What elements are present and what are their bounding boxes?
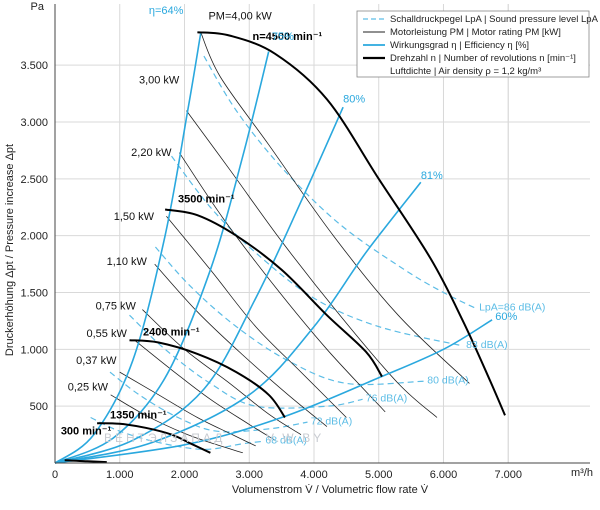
y-tick-label: 1.000	[20, 344, 48, 356]
speed-label: 1350 min⁻¹	[110, 410, 167, 422]
sound-level-line	[154, 246, 425, 386]
legend-box	[356, 10, 590, 78]
motor-rating-line	[178, 152, 386, 413]
legend-entry: Luftdichte | Air density ρ = 1,2 kg/m³	[390, 66, 541, 77]
efficiency-line	[54, 319, 493, 464]
efficiency-line	[54, 181, 422, 464]
sound-level-line	[129, 314, 363, 409]
speed-curve	[164, 208, 383, 378]
watermark-text-2: V.W.BY	[266, 431, 324, 445]
x-tick-label: 2.000	[171, 469, 199, 481]
sound-level-label: 72 dB(A)	[311, 415, 352, 427]
efficiency-label: 80%	[343, 94, 365, 106]
motor-rating-label: 1,10 kW	[107, 256, 148, 268]
motor-rating-label: 0,25 kW	[68, 381, 109, 393]
sound-level-line	[203, 55, 477, 309]
motor-rating-label: 0,75 kW	[96, 301, 137, 313]
efficiency-label: 75%	[272, 31, 294, 43]
x-unit: m³/h	[571, 467, 593, 479]
efficiency-label: η=64%	[149, 5, 184, 17]
x-tick-label: 1.000	[106, 469, 134, 481]
motor-rating-line	[110, 394, 243, 454]
motor-rating-label: PM=4,00 kW	[208, 11, 272, 23]
y-tick-label: 1.500	[20, 288, 48, 300]
motor-rating-line	[200, 32, 470, 384]
sound-level-label: LpA=86 dB(A)	[479, 302, 545, 314]
x-tick-label: 4.000	[300, 469, 328, 481]
motor-rating-label: 0,55 kW	[87, 328, 128, 340]
curves	[54, 31, 506, 464]
legend-entry: Schalldruckpegel LpA | Sound pressure le…	[390, 14, 600, 25]
speed-curve	[129, 339, 286, 419]
x-tick-label: 5.000	[365, 469, 393, 481]
y-axis-label: Druckerhöhung Δpt / Pressure increase Δp…	[4, 144, 16, 356]
motor-rating-label: 3,00 kW	[139, 74, 180, 86]
x-tick-label: 7.000	[494, 469, 522, 481]
speed-label: 2400 min⁻¹	[143, 327, 200, 339]
efficiency-label: 60%	[495, 311, 517, 323]
motor-rating-label: 2,20 kW	[131, 147, 172, 159]
sound-level-line	[90, 416, 263, 451]
speed-label: 3500 min⁻¹	[178, 194, 235, 206]
x-tick-label: 6.000	[430, 469, 458, 481]
x-axis-label: Volumenstrom V̇ / Volumetric flow rate V…	[232, 483, 429, 496]
speed-label: n=4500 min⁻¹	[252, 31, 322, 43]
motor-rating-line	[142, 309, 302, 435]
x-tick-label: 0	[52, 469, 58, 481]
sound-level-label: 76 dB(A)	[366, 393, 407, 405]
sound-level-label: 68 dB(A)	[265, 435, 306, 447]
legend-entry: Drehzahl n | Number of revolutions n [mi…	[390, 53, 576, 64]
motor-rating-line	[154, 263, 328, 427]
axes: 0 1.000 2.000 3.000 4.000 5.000 6.000 7.000 500 1…	[20, 4, 590, 481]
efficiency-label: 81%	[421, 170, 443, 182]
motor-rating-line	[134, 339, 276, 441]
y-tick-label: 2.500	[20, 174, 48, 186]
y-tick-label: 3.000	[20, 117, 48, 129]
speed-curve	[64, 459, 107, 464]
y-tick-label: 2.000	[20, 231, 48, 243]
speed-curve	[197, 31, 506, 416]
sound-level-label: 80 dB(A)	[427, 374, 468, 386]
y-tick-label: 3.500	[20, 60, 48, 72]
curve-labels: n=4500 min⁻¹ 3500 min⁻¹ 2400 min⁻¹ 1350 min…	[61, 5, 546, 447]
motor-rating-label: 0,37 kW	[76, 355, 117, 367]
legend-entry: Motorleistung PM | Motor rating PM [kW]	[390, 27, 561, 38]
efficiency-line	[54, 33, 202, 464]
speed-curve	[97, 422, 211, 454]
y-tick-label: 500	[30, 401, 48, 413]
watermark-text: ВЕНТЭЛЗАПАД	[104, 431, 225, 445]
motor-rating-line	[119, 371, 256, 447]
grid	[54, 4, 590, 463]
legend: Schalldruckpegel LpA | Sound pressure le…	[356, 10, 600, 78]
speed-label: 300 min⁻¹	[61, 426, 112, 438]
efficiency-line	[54, 51, 270, 464]
motor-rating-line	[166, 216, 347, 418]
sound-level-line	[109, 371, 308, 433]
motor-rating-line	[186, 110, 438, 418]
legend-entry: Wirkungsgrad η | Efficiency η [%]	[390, 40, 529, 51]
sound-level-label: 83 dB(A)	[466, 339, 507, 351]
motor-rating-label: 1,50 kW	[114, 211, 155, 223]
x-tick-label: 3.000	[235, 469, 263, 481]
y-unit: Pa	[31, 1, 45, 13]
efficiency-line	[54, 106, 344, 464]
